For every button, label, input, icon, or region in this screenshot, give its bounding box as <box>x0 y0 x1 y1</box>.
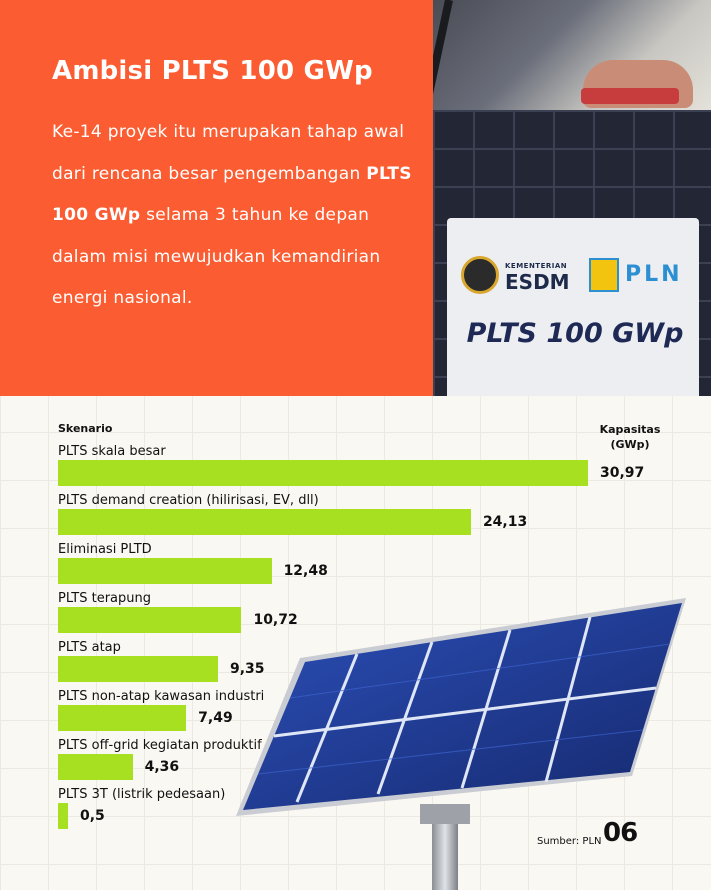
bar <box>58 460 588 486</box>
category-label: PLTS demand creation (hilirisasi, EV, dl… <box>58 493 319 508</box>
bar <box>58 705 187 731</box>
category-label: PLTS non-atap kawasan industri <box>58 689 265 704</box>
value-label: 12,48 <box>283 563 328 579</box>
y-axis-header: Skenario <box>58 422 113 435</box>
intro-text-start: Ke-14 proyek itu merupakan tahap awal da… <box>52 122 405 184</box>
header-section: Ambisi PLTS 100 GWp Ke-14 proyek itu mer… <box>0 0 711 396</box>
category-label: PLTS skala besar <box>58 444 166 459</box>
value-label: 7,49 <box>198 710 233 726</box>
intro-paragraph: Ke-14 proyek itu merupakan tahap awal da… <box>52 112 412 320</box>
bar <box>58 509 471 535</box>
intro-text-highlight: PLTS 100 GWp <box>52 163 412 226</box>
podium-sign-text: PLTS 100 GWp <box>466 318 684 349</box>
bar <box>58 754 133 780</box>
podium-sign: KEMENTERIAN ESDM PLN PLTS 100 GWp <box>447 218 699 396</box>
pln-logo-text: PLN <box>625 262 683 287</box>
esdm-logo-text: ESDM <box>505 270 570 294</box>
solar-panel-icon <box>236 598 686 890</box>
value-label: 30,97 <box>600 465 645 481</box>
value-label: 4,36 <box>144 759 180 775</box>
x-axis-header-line2: (GWp) <box>610 438 650 451</box>
category-label: PLTS off-grid kegiatan produktif <box>58 738 262 753</box>
value-label: 10,72 <box>253 612 298 628</box>
value-label: 9,35 <box>230 661 265 677</box>
esdm-logo-icon <box>461 256 499 294</box>
category-label: PLTS terapung <box>58 591 152 606</box>
intro-panel: Ambisi PLTS 100 GWp Ke-14 proyek itu mer… <box>0 0 433 396</box>
podium-photo: KEMENTERIAN ESDM PLN PLTS 100 GWp <box>433 0 711 396</box>
source-note: Sumber: PLN <box>537 836 602 847</box>
bar <box>58 558 272 584</box>
page-number: 06 <box>603 818 638 848</box>
launch-button-figure <box>581 88 679 104</box>
value-label: 0,5 <box>80 808 105 824</box>
esdm-logo-caption: KEMENTERIAN <box>505 262 568 270</box>
bar <box>58 803 68 829</box>
category-label: PLTS atap <box>58 640 121 655</box>
page-title: Ambisi PLTS 100 GWp <box>52 56 373 86</box>
intro-text-end: selama 3 tahun ke depan dalam misi mewuj… <box>52 205 381 308</box>
value-label: 24,13 <box>482 514 528 530</box>
category-label: Eliminasi PLTD <box>58 542 152 557</box>
x-axis-header: Kapasitas (GWp) <box>590 422 670 452</box>
x-axis-header-line1: Kapasitas <box>599 423 661 436</box>
bar <box>58 656 218 682</box>
bar <box>58 607 242 633</box>
pln-logo-icon <box>589 258 619 292</box>
category-label: PLTS 3T (listrik pedesaan) <box>58 787 226 802</box>
capacity-chart: Skenario Kapasitas (GWp) PLTS skala besa… <box>0 396 711 890</box>
